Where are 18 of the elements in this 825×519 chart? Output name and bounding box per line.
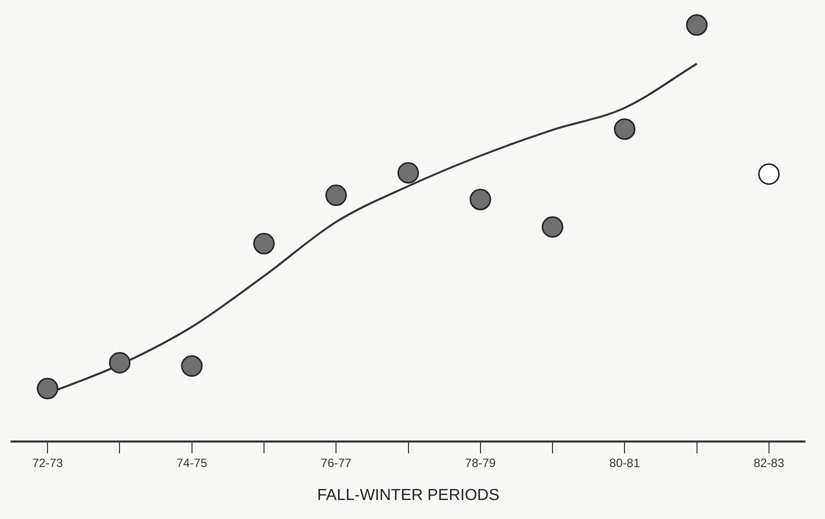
point xyxy=(542,216,564,238)
x-tick-label: 74-75 xyxy=(176,456,208,470)
x-axis-title: FALL-WINTER PERIODS xyxy=(317,486,500,504)
point xyxy=(325,184,347,206)
point xyxy=(253,232,275,254)
point xyxy=(614,118,636,140)
point xyxy=(398,162,419,184)
point xyxy=(686,14,708,36)
x-tick-label: 82-83 xyxy=(754,456,785,470)
x-tick-label: 72-73 xyxy=(32,456,64,470)
x-tick-label: 78-79 xyxy=(465,456,496,470)
point xyxy=(470,188,492,210)
point xyxy=(108,352,130,374)
x-tick-label: 76-77 xyxy=(320,456,352,470)
x-tick-label: 80-81 xyxy=(609,456,640,470)
point xyxy=(36,378,58,400)
point xyxy=(758,163,780,185)
point xyxy=(181,355,203,377)
